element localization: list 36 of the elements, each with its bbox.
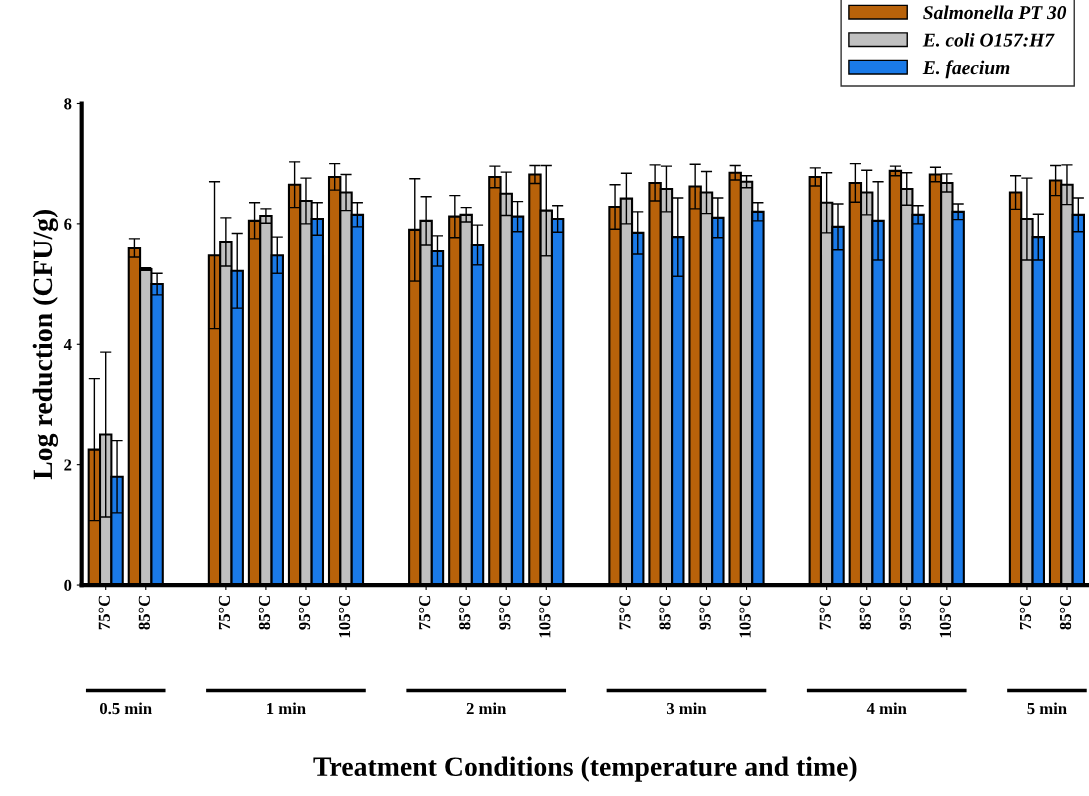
x-tick-label: 105°C [338, 596, 351, 638]
y-axis-title: Log reduction (CFU/g) [32, 209, 59, 480]
text: 1 min [267, 702, 306, 715]
x-tick-label: 85°C [659, 596, 671, 630]
text: 2 min [466, 702, 507, 715]
x-tick-label: 85°C [1059, 596, 1072, 630]
y-tick-label: 2 [64, 459, 72, 471]
x-tick-label: 75°C [98, 596, 110, 630]
legend-label: Salmonella PT 30 [923, 5, 1067, 20]
y-tick-label: 6 [64, 218, 72, 230]
x-tick-label: 75°C [619, 596, 631, 630]
x-tick-label: 95°C [699, 596, 711, 630]
x-tick-label: 95°C [499, 596, 511, 630]
x-tick-label: 85°C [258, 596, 271, 630]
x-tick-label: 75°C [218, 596, 231, 630]
legend-label: E. faecium [922, 60, 1010, 79]
x-tick-label: 75°C [419, 596, 431, 630]
x-tick-label: 105°C [739, 596, 751, 638]
x-tick-label: 85°C [459, 596, 471, 630]
y-tick-label: 0 [64, 579, 72, 592]
x-tick-label: 105°C [539, 596, 551, 638]
legend-label: E. coli O157:H7 [922, 32, 1055, 47]
x-tick-label: 95°C [899, 596, 911, 630]
y-tick-label: 8 [64, 98, 72, 110]
x-tick-label: 75°C [819, 596, 831, 630]
y-tick-label: 4 [63, 339, 72, 351]
x-tick-label: 85°C [138, 596, 150, 630]
x-tick-label: 75°C [1019, 596, 1032, 630]
text: 3 min [666, 702, 707, 715]
text: 4 min [866, 702, 907, 715]
x-axis-title: Treatment Conditions (temperature and time) [313, 756, 857, 782]
text: 5 min [1027, 702, 1067, 715]
x-tick-label: 105°C [939, 596, 951, 638]
x-tick-label: 95°C [298, 596, 311, 630]
text: 0.5 min [99, 702, 152, 715]
x-tick-label: 85°C [859, 596, 871, 630]
